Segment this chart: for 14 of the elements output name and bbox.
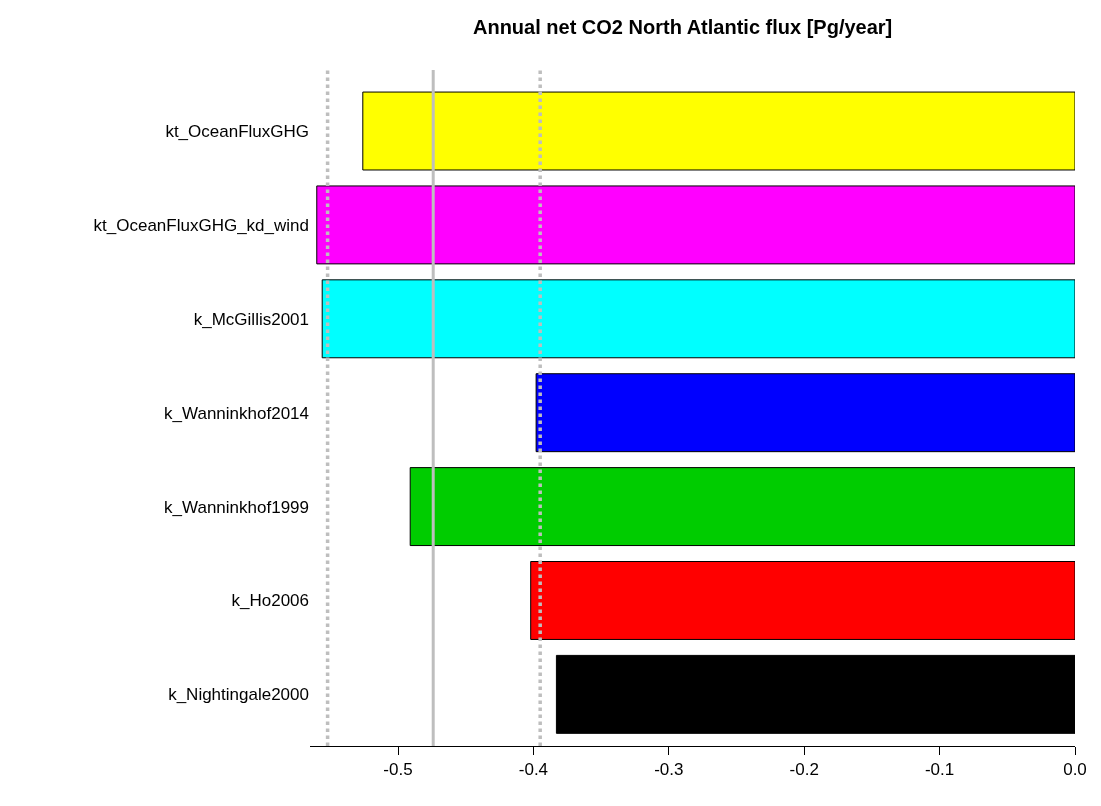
y-tick-label: k_Ho2006 xyxy=(231,591,309,611)
y-tick-label: k_Wanninkhof1999 xyxy=(164,497,309,517)
x-tick-label: -0.5 xyxy=(383,760,413,780)
y-tick-label: k_Wanninkhof2014 xyxy=(164,403,309,423)
chart-title: Annual net CO2 North Atlantic flux [Pg/year] xyxy=(472,16,893,39)
y-tick-label: k_Nightingale2000 xyxy=(168,685,309,705)
x-tick-label: -0.1 xyxy=(924,760,955,780)
x-tick-label: -0.4 xyxy=(518,760,549,780)
y-tick-label: kt_OceanFluxGHG xyxy=(165,121,309,141)
y-tick-label: k_McGillis2001 xyxy=(193,309,309,329)
y-tick-label: kt_OceanFluxGHG_kd_wind xyxy=(93,215,309,235)
x-tick-label: -0.3 xyxy=(654,760,684,780)
x-tick-label: 0.0 xyxy=(1063,760,1087,780)
x-tick-label: -0.2 xyxy=(789,760,819,780)
